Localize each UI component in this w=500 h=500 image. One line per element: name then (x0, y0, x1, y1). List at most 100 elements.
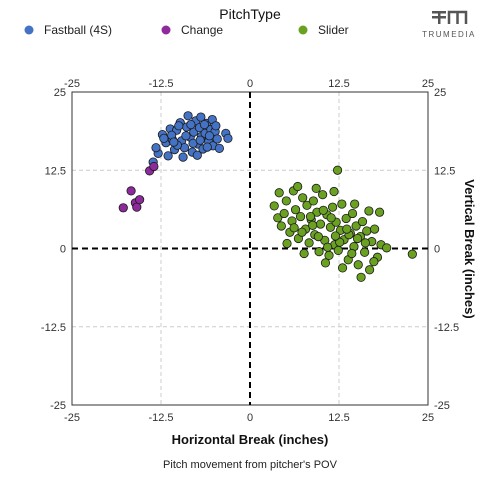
x-axis-title: Horizontal Break (inches) (172, 432, 329, 447)
legend-marker (24, 25, 34, 35)
data-points (118, 111, 417, 282)
legend-marker (161, 25, 171, 35)
data-point (281, 196, 291, 206)
data-point (293, 181, 303, 192)
data-point (364, 206, 374, 216)
data-point (192, 150, 202, 160)
series-0 (148, 111, 233, 167)
data-point (195, 135, 205, 145)
data-point (298, 193, 308, 203)
data-point (181, 131, 191, 141)
data-point (347, 208, 358, 219)
data-point (196, 112, 206, 122)
data-point (269, 201, 279, 211)
data-point (327, 202, 338, 212)
x-tick-label-top: -12.5 (148, 78, 173, 90)
data-point (347, 248, 357, 259)
legend-label: Slider (318, 23, 349, 37)
data-point (350, 199, 360, 209)
data-point (126, 186, 136, 196)
data-point (297, 227, 307, 237)
data-point (118, 203, 128, 213)
data-point (279, 208, 289, 219)
data-point (352, 233, 363, 244)
data-point (313, 232, 323, 242)
legend-label: Change (181, 23, 223, 37)
data-point (318, 190, 328, 200)
data-point (341, 213, 351, 224)
y-tick-label-right: 0 (434, 244, 440, 256)
data-point (308, 220, 318, 230)
data-point (362, 226, 372, 236)
data-point (324, 250, 334, 260)
data-point (282, 238, 292, 249)
data-point (204, 131, 215, 141)
data-point (323, 242, 333, 252)
data-point (360, 238, 370, 248)
data-point (369, 224, 380, 234)
data-point (178, 152, 188, 162)
x-tick-label-bottom: -25 (64, 412, 80, 424)
series-2 (269, 165, 417, 282)
data-point (302, 200, 312, 210)
data-point (159, 133, 169, 143)
data-point (329, 186, 339, 197)
data-point (151, 143, 161, 153)
data-point (314, 247, 324, 257)
data-point (337, 199, 347, 209)
legend: Fastball (4S) Change Slider (24, 23, 349, 37)
y-tick-label-right: -12.5 (434, 322, 459, 334)
series-1 (118, 161, 159, 213)
zero-lines (72, 92, 428, 405)
data-point (274, 188, 284, 198)
data-point (407, 249, 417, 259)
y-tick-label-right: -25 (434, 400, 450, 412)
data-point (333, 245, 343, 255)
data-point (320, 258, 331, 268)
y-axis-title: Vertical Break (inches) (462, 179, 477, 318)
data-point (356, 272, 366, 282)
data-point (299, 248, 309, 259)
data-point (311, 183, 321, 194)
data-point (335, 237, 345, 247)
x-tick-label-top: 12.5 (328, 78, 349, 90)
data-point (186, 119, 196, 130)
data-point (135, 195, 145, 205)
legend-label: Fastball (4S) (44, 23, 112, 37)
y-tick-label-left: 12.5 (45, 165, 66, 177)
data-point (169, 137, 179, 147)
data-point (332, 165, 343, 175)
x-tick-label-bottom: 25 (422, 412, 434, 424)
x-tick-label-bottom: -12.5 (148, 412, 173, 424)
data-point (214, 143, 224, 153)
brand-name: TRUMEDIA (422, 30, 476, 39)
y-tick-label-right: 12.5 (434, 165, 455, 177)
data-point (374, 207, 385, 217)
y-tick-label-left: -12.5 (41, 322, 66, 334)
data-point (163, 151, 173, 161)
y-tick-label-left: 25 (54, 87, 66, 99)
trumedia-logo-icon (432, 10, 468, 24)
data-point (318, 205, 328, 215)
x-tick-label-top: 25 (422, 78, 434, 90)
legend-title: PitchType (219, 6, 281, 22)
data-point (382, 243, 392, 253)
y-tick-label-right: 25 (434, 87, 446, 99)
data-point (337, 263, 348, 273)
data-point (183, 111, 193, 121)
data-point (289, 223, 299, 233)
data-point (211, 121, 221, 131)
x-tick-label-top: -25 (64, 78, 80, 90)
data-point (149, 161, 159, 172)
data-point (342, 224, 352, 234)
x-tick-label-bottom: 0 (247, 412, 253, 424)
x-tick-label-top: 0 (247, 78, 253, 90)
y-tick-label-left: 0 (60, 244, 66, 256)
data-point (273, 213, 283, 223)
data-point (365, 265, 375, 275)
data-point (325, 222, 336, 232)
data-point (223, 133, 233, 143)
data-point (199, 119, 210, 130)
